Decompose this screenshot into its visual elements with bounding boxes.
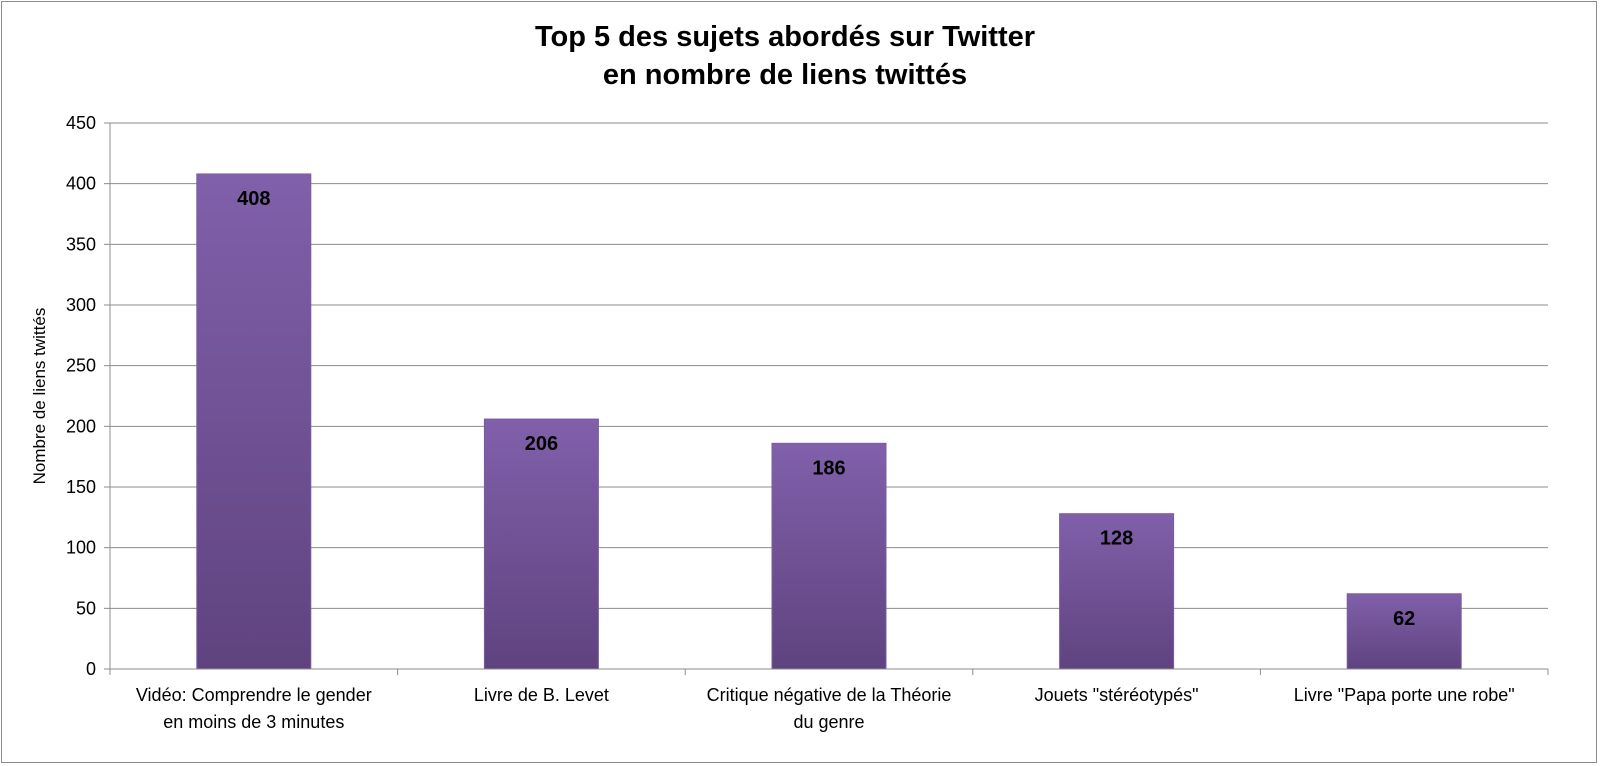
y-tick-label: 300 xyxy=(66,295,96,315)
data-label: 206 xyxy=(525,433,558,455)
chart-title: Top 5 des sujets abordés sur Twitter en … xyxy=(0,18,1570,94)
data-label: 408 xyxy=(237,188,270,210)
bar xyxy=(483,418,599,670)
data-label: 128 xyxy=(1100,528,1133,550)
x-category-label: Critique négative de la Théorie xyxy=(707,685,952,705)
y-tick-label: 450 xyxy=(66,113,96,133)
data-label: 62 xyxy=(1393,608,1415,630)
bar xyxy=(771,442,887,670)
bars xyxy=(196,173,1462,670)
chart-title-line-2: en nombre de liens twittés xyxy=(602,59,968,91)
data-labels: 408 206 186 128 62 xyxy=(237,188,1415,630)
x-category-label: Jouets "stéréotypés" xyxy=(1035,685,1199,705)
x-category-label: Livre de B. Levet xyxy=(474,685,609,705)
bar xyxy=(1346,593,1462,670)
y-tick-label: 250 xyxy=(66,356,96,376)
y-axis-ticks: 0 50 100 150 200 250 300 350 400 450 xyxy=(66,113,110,679)
y-tick-label: 400 xyxy=(66,174,96,194)
y-tick-label: 50 xyxy=(76,598,96,618)
bar xyxy=(196,173,312,670)
x-category-label: Livre "Papa porte une robe" xyxy=(1294,685,1515,705)
y-tick-label: 200 xyxy=(66,416,96,436)
axes xyxy=(109,123,1548,670)
x-category-label: Vidéo: Comprendre le gender xyxy=(136,685,372,705)
x-category-label: en moins de 3 minutes xyxy=(163,712,344,732)
x-category-label: du genre xyxy=(793,712,864,732)
y-tick-label: 100 xyxy=(66,538,96,558)
data-label: 186 xyxy=(812,457,845,479)
chart-title-line-1: Top 5 des sujets abordés sur Twitter xyxy=(534,21,1036,53)
y-tick-label: 150 xyxy=(66,477,96,497)
y-tick-label: 350 xyxy=(66,234,96,254)
x-axis-categories: Vidéo: Comprendre le gender en moins de 3… xyxy=(109,669,1549,732)
y-tick-label: 0 xyxy=(86,659,96,679)
